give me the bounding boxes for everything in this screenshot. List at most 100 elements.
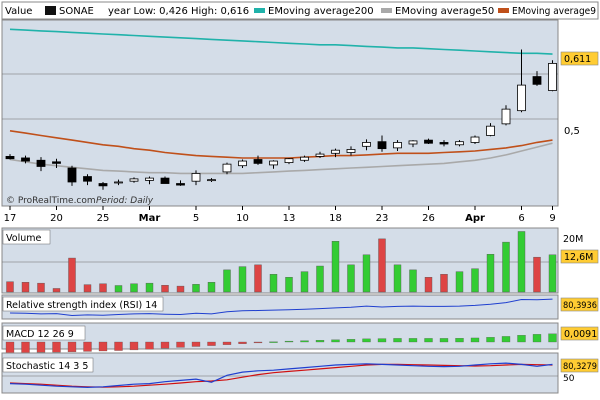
volume-bar: [316, 265, 324, 293]
candle-body: [160, 177, 170, 184]
symbol-icon: [45, 6, 56, 15]
candle-body: [517, 84, 526, 112]
candle-body: [129, 178, 139, 182]
moving-averages: [9, 28, 553, 175]
macd-last-box: [560, 326, 599, 341]
stochastic-label-box: [2, 357, 94, 373]
x-tick-label: 13: [283, 213, 296, 224]
macd-bar: [393, 338, 402, 343]
stochastic-label: Stochastic 14 3 5: [6, 361, 88, 372]
volume-bar: [21, 282, 30, 293]
candle-body: [52, 161, 61, 164]
candle: [517, 49, 526, 113]
candle: [222, 162, 232, 175]
macd-histogram: [5, 333, 557, 353]
volume-bar: [517, 231, 526, 293]
candle: [207, 178, 216, 182]
macd-bar: [455, 338, 464, 343]
rsi-label-box: [2, 296, 164, 312]
macd-bar: [269, 341, 278, 343]
legend-ema9: EMoving average9: [512, 6, 596, 17]
volume-bar: [161, 285, 169, 293]
candle-body: [346, 149, 356, 153]
candle-body: [176, 183, 185, 186]
candle-body: [238, 160, 247, 167]
candle-body: [207, 179, 216, 182]
volume-bars: [6, 231, 557, 293]
volume-bar: [393, 264, 402, 293]
volume-scale-label: 20M: [563, 234, 583, 245]
candle-body: [532, 76, 542, 85]
candle: [424, 138, 433, 144]
macd-bar: [408, 338, 418, 343]
x-tick-label: 23: [376, 213, 389, 224]
volume-bar: [502, 241, 510, 293]
macd-bar: [114, 341, 123, 351]
symbol-label: SONAE: [59, 6, 94, 17]
volume-bar: [440, 274, 448, 293]
legend-swatch-ema50: [381, 8, 392, 13]
candle-body: [486, 125, 495, 136]
ma-line-200: [9, 28, 553, 55]
volume-bar: [223, 269, 231, 293]
macd-bar: [362, 338, 371, 343]
candle: [439, 140, 449, 147]
candle: [114, 179, 123, 186]
macd-bar: [176, 341, 185, 348]
candle-body: [191, 173, 201, 182]
candle: [176, 180, 185, 186]
x-tick-label: 18: [329, 213, 342, 224]
macd-bar: [470, 337, 480, 343]
last-price-label: 0,611: [564, 54, 591, 65]
candle: [129, 177, 139, 183]
volume-last-label: 12,6M: [564, 252, 593, 263]
x-tick-label: Mar: [139, 213, 161, 224]
candle: [315, 151, 325, 158]
volume-bar: [424, 277, 433, 293]
macd-bar: [129, 341, 139, 351]
macd-bar: [145, 341, 154, 350]
volume-bar: [130, 283, 138, 293]
ma-line-9: [9, 130, 553, 159]
macd-panel: [1, 322, 559, 350]
candle-body: [67, 167, 77, 183]
candle-body: [408, 140, 418, 145]
candle: [67, 165, 77, 186]
volume-bar: [455, 271, 464, 293]
stochastic-k-line: [9, 362, 553, 389]
macd-bar: [191, 341, 201, 347]
candlesticks: [5, 49, 557, 190]
macd-bar: [238, 341, 247, 344]
candle: [145, 176, 154, 185]
candle-body: [548, 63, 557, 91]
candle: [36, 157, 46, 172]
volume-bar: [145, 282, 154, 293]
candle-body: [455, 141, 464, 146]
volume-bar: [114, 285, 123, 293]
rsi-last-box: [560, 297, 599, 312]
candle-body: [362, 142, 371, 147]
macd-bar: [222, 341, 232, 345]
legend-ema200: EMoving average200: [268, 6, 374, 17]
volume-bar: [409, 269, 417, 293]
macd-bar: [315, 340, 325, 343]
volume-bar: [378, 238, 386, 293]
volume-bar: [37, 282, 45, 293]
rsi-last-label: 80,3936: [563, 301, 597, 311]
candle: [52, 158, 61, 169]
candle: [191, 170, 201, 186]
candle: [253, 155, 263, 165]
macd-bar: [36, 341, 46, 353]
macd-bar: [377, 338, 387, 343]
macd-bar: [424, 338, 433, 343]
x-tick-label: Apr: [465, 213, 485, 224]
candle: [83, 174, 92, 186]
volume-bar: [238, 266, 247, 293]
ma-line-50: [9, 142, 553, 175]
watermark: © ProRealTime.com: [6, 196, 96, 206]
candle: [238, 159, 247, 169]
candle-body: [377, 141, 387, 150]
candle: [284, 157, 294, 165]
volume-bar: [68, 257, 76, 293]
macd-bar: [517, 335, 526, 343]
